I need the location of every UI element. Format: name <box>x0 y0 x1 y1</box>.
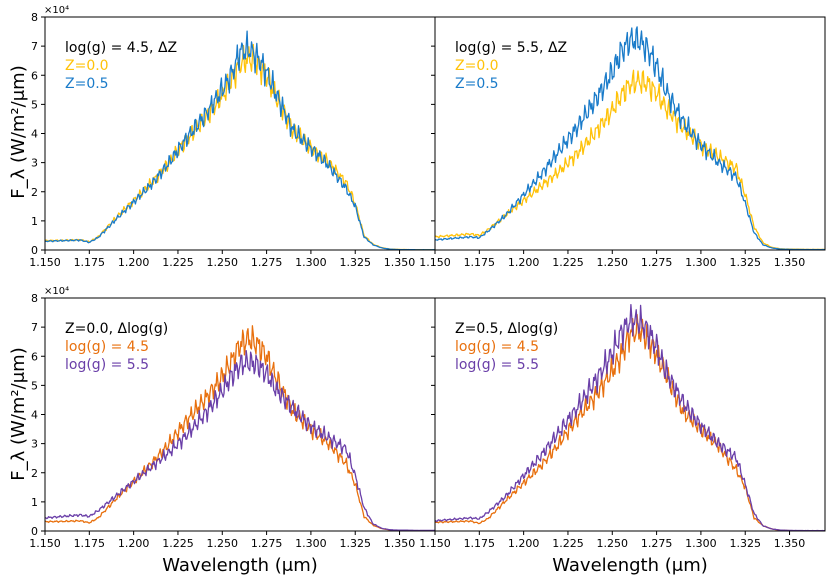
y-tick-label: 4 <box>31 128 38 141</box>
legend-entry-1: Z=0.0 <box>65 58 109 74</box>
x-tick-label: 1.350 <box>384 537 416 550</box>
x-tick-label: 1.225 <box>552 256 584 269</box>
x-tick-label: 1.175 <box>464 537 496 550</box>
y-axis-label-top: F_λ (W/m²/μm) <box>8 65 29 198</box>
x-tick-label: 1.200 <box>118 537 150 550</box>
legend-entry-2: Z=0.5 <box>455 76 499 92</box>
y-tick-label: 3 <box>31 438 38 451</box>
y-tick-label: 0 <box>31 525 38 538</box>
x-tick-label: 1.300 <box>295 256 327 269</box>
legend-entry-2: log(g) = 5.5 <box>65 357 149 373</box>
x-tick-label: 1.250 <box>597 537 629 550</box>
x-tick-label: 1.150 <box>419 537 451 550</box>
legend-entry-1: log(g) = 4.5 <box>65 339 149 355</box>
y-tick-label: 0 <box>31 244 38 257</box>
y-tick-label: 7 <box>31 321 38 334</box>
x-tick-label: 1.250 <box>207 537 239 550</box>
panel-title: Z=0.5, Δlog(g) <box>455 321 558 337</box>
legend-entry-2: log(g) = 5.5 <box>455 357 539 373</box>
x-tick-label: 1.300 <box>685 537 717 550</box>
x-axis-label-left: Wavelength (μm) <box>162 555 318 576</box>
x-tick-label: 1.275 <box>641 256 673 269</box>
panel-4: 1.150 1.175 1.200 1.225 1.250 1.275 1.300 1.325… <box>419 297 826 550</box>
x-tick-label: 1.150 <box>419 256 451 269</box>
x-tick-label: 1.275 <box>251 537 283 550</box>
series-line-1 <box>44 325 435 532</box>
panel-1: 1.150 1.175 1.200 1.225 1.250 1.275 1.300 1.325… <box>29 11 436 269</box>
x-tick-label: 1.200 <box>508 256 540 269</box>
x-tick-label: 1.325 <box>729 256 761 269</box>
x-axis-label-right: Wavelength (μm) <box>552 555 708 576</box>
x-tick-label: 1.325 <box>339 256 371 269</box>
x-tick-label: 1.275 <box>251 256 283 269</box>
x-tick-label: 1.150 <box>29 256 61 269</box>
y-tick-label: 6 <box>31 69 38 82</box>
y-tick-label: 5 <box>31 98 38 111</box>
panel-3: 1.150 1.175 1.200 1.225 1.250 1.275 1.300 1.325… <box>29 292 436 550</box>
y-tick-label: 2 <box>31 186 38 199</box>
legend-entry-1: log(g) = 4.5 <box>455 339 539 355</box>
x-tick-label: 1.325 <box>729 537 761 550</box>
y-axis-label-bottom: F_λ (W/m²/μm) <box>8 347 29 480</box>
y-tick-label: 1 <box>31 496 38 509</box>
x-tick-label: 1.225 <box>162 537 194 550</box>
x-tick-label: 1.225 <box>162 256 194 269</box>
y-tick-label: 4 <box>31 409 38 422</box>
x-tick-label: 1.150 <box>29 537 61 550</box>
panel-title: log(g) = 5.5, ΔZ <box>455 40 567 56</box>
series-line-2 <box>44 349 435 532</box>
x-tick-label: 1.350 <box>774 256 806 269</box>
legend-entry-2: Z=0.5 <box>65 76 109 92</box>
panel-2: 1.150 1.175 1.200 1.225 1.250 1.275 1.300 1.325… <box>419 16 826 269</box>
x-tick-label: 1.325 <box>339 537 371 550</box>
x-tick-label: 1.250 <box>207 256 239 269</box>
x-tick-label: 1.350 <box>384 256 416 269</box>
x-tick-label: 1.300 <box>295 537 327 550</box>
x-tick-label: 1.225 <box>552 537 584 550</box>
series-line-2 <box>44 30 435 251</box>
y-tick-label: 1 <box>31 215 38 228</box>
panel-title: Z=0.0, Δlog(g) <box>65 321 168 337</box>
x-tick-label: 1.175 <box>464 256 496 269</box>
y-tick-label: 7 <box>31 40 38 53</box>
y-tick-label: 8 <box>31 11 38 24</box>
x-tick-label: 1.175 <box>74 256 106 269</box>
series-line-2 <box>434 26 825 251</box>
y-tick-label: 8 <box>31 292 38 305</box>
y-tick-label: 6 <box>31 350 38 363</box>
y-multiplier-bottom: ×10⁴ <box>44 286 69 297</box>
x-tick-label: 1.275 <box>641 537 673 550</box>
series-line-1 <box>434 313 825 532</box>
x-tick-label: 1.250 <box>597 256 629 269</box>
x-tick-label: 1.200 <box>508 537 540 550</box>
series-line-2 <box>434 303 825 532</box>
y-tick-label: 3 <box>31 157 38 170</box>
x-tick-label: 1.175 <box>74 537 106 550</box>
y-tick-label: 2 <box>31 467 38 480</box>
legend-entry-1: Z=0.0 <box>455 58 499 74</box>
x-tick-label: 1.350 <box>774 537 806 550</box>
x-tick-label: 1.300 <box>685 256 717 269</box>
y-multiplier-top: ×10⁴ <box>44 5 69 16</box>
x-tick-label: 1.200 <box>118 256 150 269</box>
y-tick-label: 5 <box>31 379 38 392</box>
series-line-1 <box>434 69 825 251</box>
panel-title: log(g) = 4.5, ΔZ <box>65 40 177 56</box>
